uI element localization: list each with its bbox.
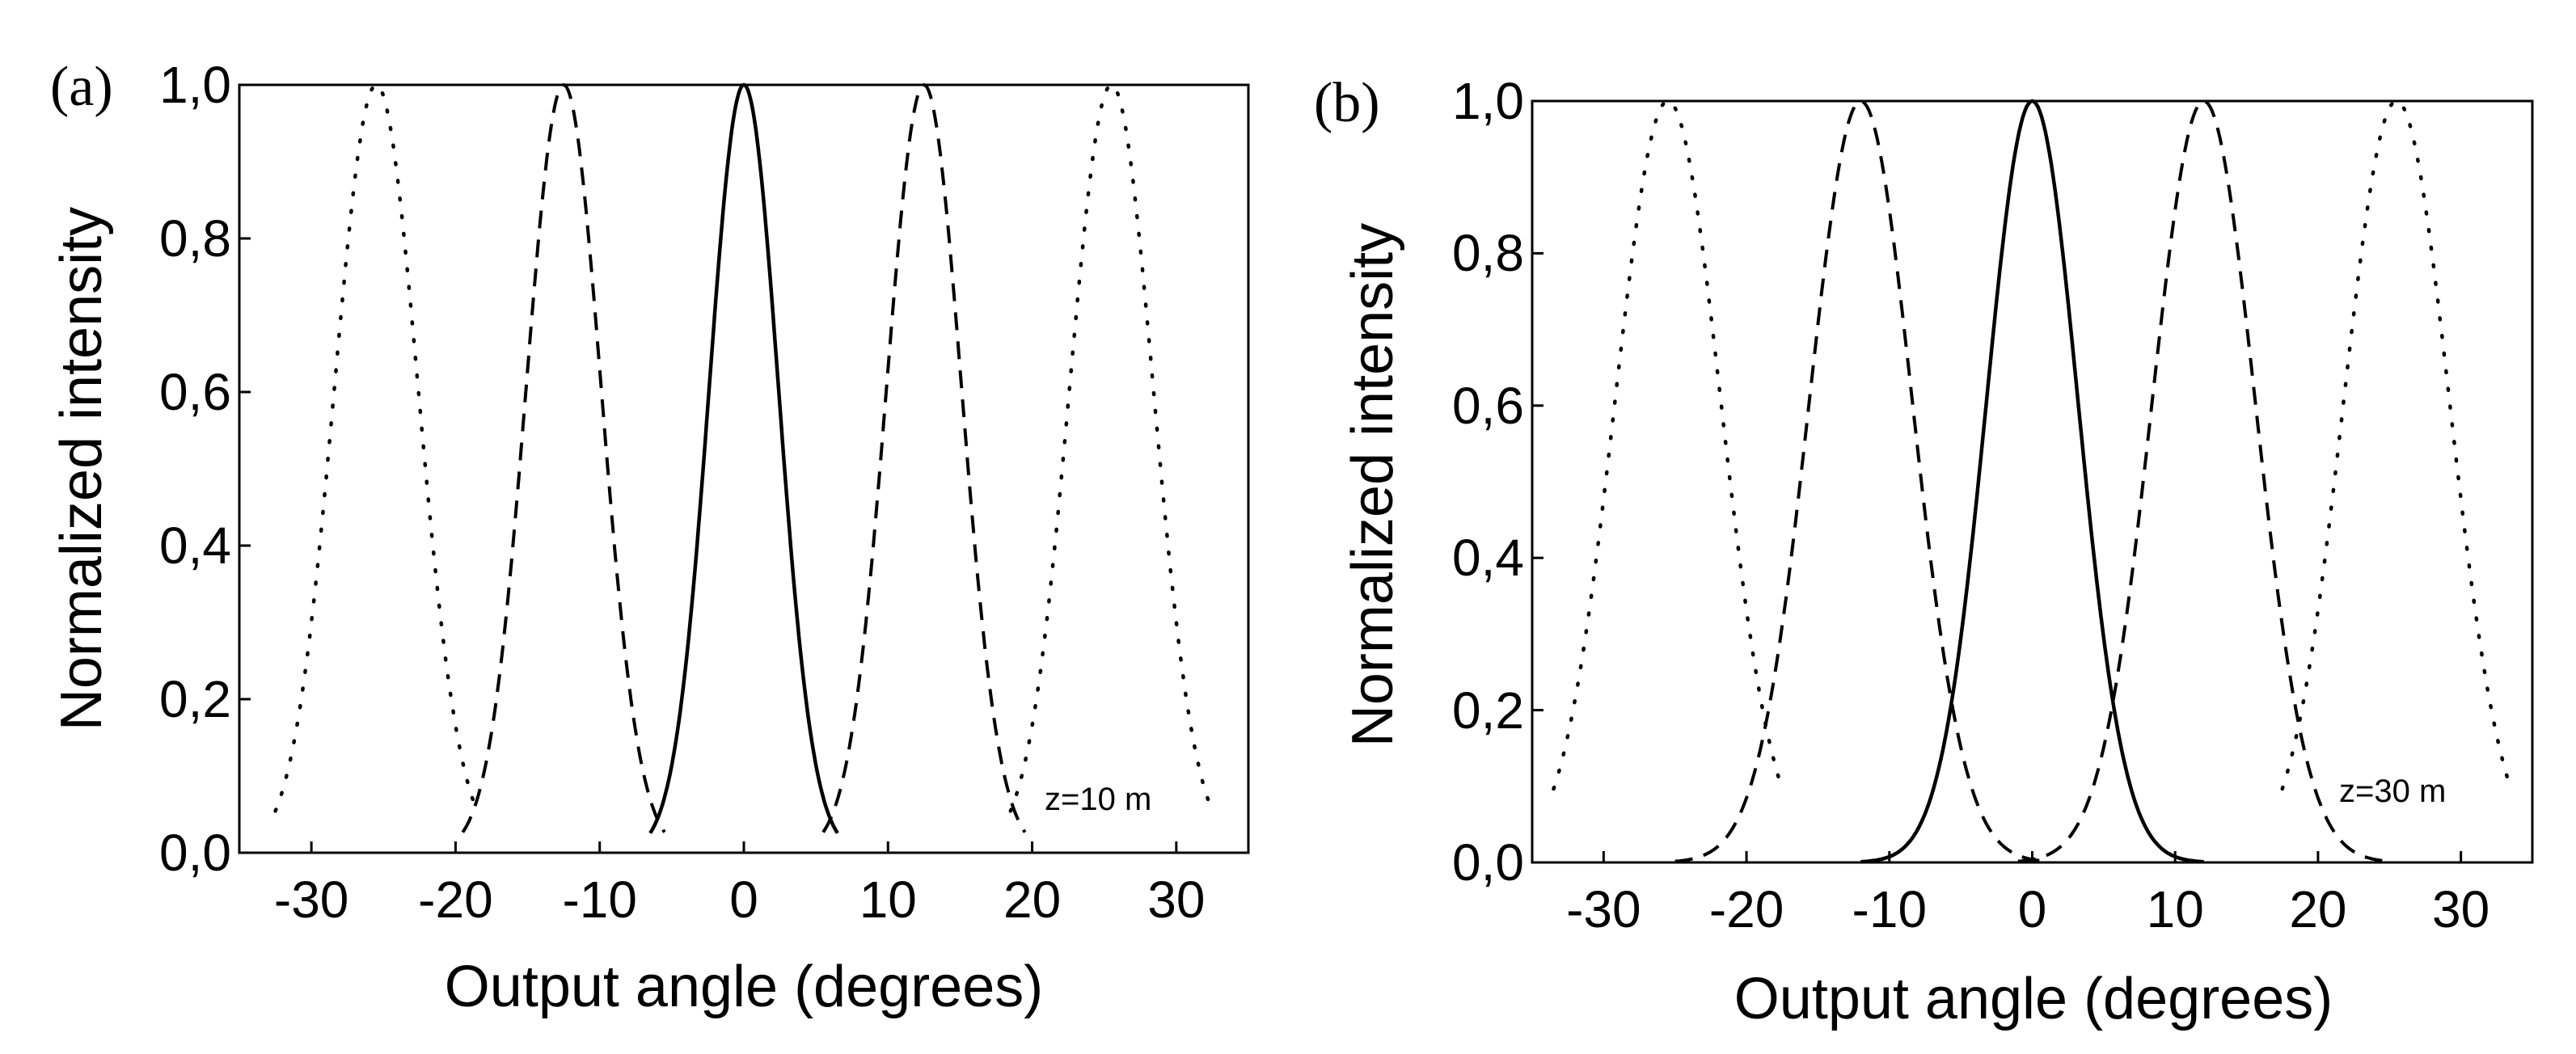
x-axis-title-a: Output angle (degrees) xyxy=(445,955,1043,1019)
y-tick-marks-b xyxy=(1532,99,1543,864)
chart-panel-a: (a) 0,0 0,2 0,4 0,6 0,8 1,0 -30 -20 -10 0 10… xyxy=(49,56,1250,1019)
x-tick-label: -10 xyxy=(1852,880,1928,938)
y-tick-marks-a xyxy=(239,83,251,854)
y-axis-title-b: Normalized intensity xyxy=(1341,223,1405,747)
x-tick-label: 30 xyxy=(1147,871,1205,929)
series-dotted-curve xyxy=(273,82,479,813)
y-tick-label: 0,2 xyxy=(159,670,231,728)
y-axis-title-a: Normalized intensity xyxy=(49,207,114,731)
y-tick-label: 0,8 xyxy=(159,209,231,268)
y-tick-label: 0,0 xyxy=(1452,833,1524,892)
distance-annotation-b: z=30 m xyxy=(2339,774,2446,809)
distance-annotation-a: z=10 m xyxy=(1045,782,1151,817)
series-solid-curve xyxy=(648,82,839,834)
y-tick-label: 0,6 xyxy=(159,363,231,421)
x-tick-label: 10 xyxy=(2147,880,2204,938)
x-tick-labels-b: -30 -20 -10 0 10 20 30 xyxy=(1566,880,2489,938)
series-dashed-curve xyxy=(461,82,666,833)
series-dashed-curve xyxy=(821,82,1027,833)
series-dotted-curve xyxy=(1552,99,1784,791)
y-tick-label: 0,0 xyxy=(159,824,231,882)
x-tick-label: -30 xyxy=(274,871,349,929)
curves-a xyxy=(273,82,1214,834)
x-tick-label: -20 xyxy=(1709,880,1784,938)
series-dashed-curve xyxy=(1674,99,2047,863)
x-tick-label: -10 xyxy=(562,871,637,929)
x-tick-marks-a xyxy=(310,841,1178,853)
x-axis-title-b: Output angle (degrees) xyxy=(1734,967,2333,1031)
x-tick-label: -30 xyxy=(1566,880,1641,938)
x-tick-label: 20 xyxy=(1003,871,1061,929)
x-tick-label: 0 xyxy=(2018,880,2047,938)
x-tick-label: 0 xyxy=(729,871,758,929)
x-tick-labels-a: -30 -20 -10 0 10 20 30 xyxy=(274,871,1206,929)
panel-label-a: (a) xyxy=(50,56,113,118)
series-dashed-curve xyxy=(2017,99,2390,863)
y-tick-label: 0,2 xyxy=(1452,681,1524,740)
y-tick-label: 1,0 xyxy=(1452,72,1524,130)
x-tick-label: 20 xyxy=(2289,880,2346,938)
plot-frame-a xyxy=(238,83,1250,854)
panel-label-b: (b) xyxy=(1314,72,1380,134)
curves-b xyxy=(1552,99,2513,864)
x-tick-label: 10 xyxy=(859,871,917,929)
x-tick-label: 30 xyxy=(2432,880,2489,938)
x-tick-label: -20 xyxy=(418,871,493,929)
series-dotted-curve xyxy=(1008,82,1214,813)
chart-panel-b: (b) 0,0 0,2 0,4 0,6 0,8 1,0 -30 -20 -10 0 10… xyxy=(1314,72,2534,1031)
y-tick-label: 0,6 xyxy=(1452,377,1524,435)
plot-frame-b xyxy=(1531,99,2534,864)
y-tick-label: 0,8 xyxy=(1452,224,1524,282)
y-tick-label: 0,4 xyxy=(1452,529,1524,587)
y-tick-label: 0,4 xyxy=(159,516,231,575)
series-dotted-curve xyxy=(2280,99,2513,791)
y-tick-label: 1,0 xyxy=(159,56,231,114)
series-solid-curve xyxy=(1860,99,2204,864)
